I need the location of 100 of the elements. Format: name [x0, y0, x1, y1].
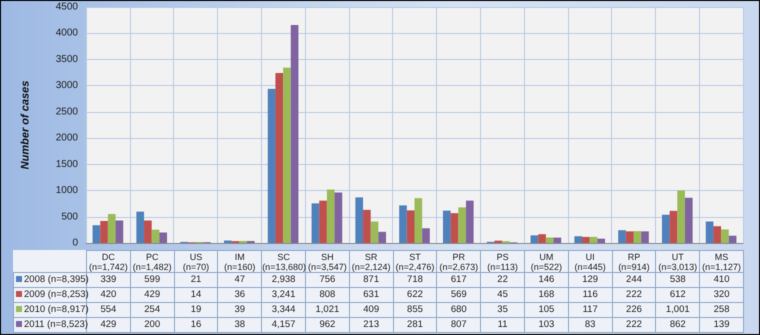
data-label: 410 — [700, 272, 744, 288]
data-label: 409 — [349, 302, 394, 318]
data-label: 1,001 — [656, 302, 700, 318]
bar — [334, 192, 342, 243]
y-axis-title: Number of cases — [20, 80, 32, 170]
bar — [554, 238, 562, 243]
legend-label: 2010 (n=8,917) — [14, 302, 89, 318]
bar — [136, 212, 144, 243]
data-label: 2,938 — [262, 272, 306, 288]
data-label: 254 — [130, 302, 174, 318]
data-label: 3,344 — [262, 302, 306, 318]
data-label: 622 — [393, 288, 437, 302]
data-label: 103 — [524, 318, 568, 332]
bar — [378, 232, 386, 243]
x-tick-label: PS (n=113) — [480, 250, 524, 272]
y-tick-label: 1000 — [56, 185, 78, 196]
legend-label: 2009 (n=8,253) — [14, 288, 89, 302]
data-label: 226 — [612, 302, 656, 318]
data-label: 871 — [349, 272, 394, 288]
data-label: 139 — [700, 318, 744, 332]
x-tick-label: SH (n=3,547) — [305, 250, 350, 272]
data-label: 117 — [568, 302, 612, 318]
bar — [728, 236, 736, 243]
bar — [597, 238, 606, 243]
bar — [684, 198, 693, 243]
data-label: 36 — [218, 288, 262, 302]
bar — [574, 236, 582, 243]
legend-label: 2008 (n=8,395) — [14, 272, 89, 288]
bar — [370, 222, 378, 243]
bar — [319, 200, 327, 243]
data-label: 16 — [174, 318, 218, 332]
data-label: 599 — [130, 272, 174, 288]
bar — [706, 222, 714, 243]
y-tick-label: 4000 — [56, 28, 78, 39]
data-label: 222 — [612, 288, 656, 302]
x-tick-label: IM (n=160) — [218, 250, 262, 272]
data-label: 429 — [86, 318, 130, 332]
data-label: 617 — [436, 272, 481, 288]
x-tick-label: UI (n=445) — [568, 250, 612, 272]
data-label: 47 — [218, 272, 262, 288]
data-label: 429 — [130, 288, 174, 302]
bar — [92, 225, 100, 243]
data-label: 320 — [700, 288, 744, 302]
x-tick-label: PC (n=1,482) — [130, 250, 174, 272]
bar — [422, 228, 430, 243]
data-label: 1,021 — [305, 302, 350, 318]
data-label: 129 — [568, 272, 612, 288]
data-label: 45 — [480, 288, 524, 302]
bar — [721, 229, 729, 243]
data-label: 200 — [130, 318, 174, 332]
y-tick-label: 4500 — [56, 2, 78, 12]
bar — [108, 214, 116, 243]
data-label: 612 — [656, 288, 700, 302]
data-label: 339 — [100, 274, 116, 285]
y-tick-label: 3000 — [56, 80, 78, 92]
data-label: 554 — [100, 304, 116, 315]
x-tick-label: PR (n=2,673) — [436, 250, 481, 272]
y-tick-label: 2500 — [56, 106, 78, 118]
bar — [152, 230, 160, 243]
data-label: 756 — [305, 272, 350, 288]
data-label: 146 — [524, 272, 568, 288]
x-tick-label: US (n=70) — [174, 250, 218, 272]
bar — [634, 231, 642, 243]
data-label: 962 — [305, 318, 350, 332]
data-label: 855 — [393, 302, 437, 318]
y-tick-label: 3500 — [56, 54, 78, 65]
bar — [312, 203, 320, 243]
data-label: 222 — [612, 318, 656, 332]
x-tick-label: UM (n=522) — [524, 250, 568, 272]
data-label: 39 — [218, 302, 262, 318]
data-label: 807 — [436, 318, 481, 332]
x-tick-label: UT (n=3,013) — [656, 250, 700, 272]
bar — [626, 231, 634, 243]
data-label: 808 — [305, 288, 350, 302]
data-label: 213 — [349, 318, 394, 332]
bar — [268, 88, 276, 243]
bar — [582, 236, 590, 243]
data-label: 38 — [218, 318, 262, 332]
bar — [100, 220, 108, 243]
data-label: 105 — [524, 302, 568, 318]
bar — [326, 189, 335, 243]
bar — [670, 210, 678, 243]
data-label: 83 — [568, 318, 612, 332]
bar — [458, 207, 466, 243]
data-label: 631 — [349, 288, 394, 302]
bar — [283, 68, 291, 243]
data-label: 862 — [656, 318, 700, 332]
bar — [590, 236, 598, 243]
bar — [442, 210, 451, 243]
bar — [355, 197, 364, 243]
y-tick-label: 2000 — [56, 132, 78, 144]
bar — [399, 205, 407, 243]
data-label: 168 — [524, 288, 568, 302]
data-label: 11 — [480, 318, 524, 332]
data-label: 569 — [436, 288, 481, 302]
data-label: 19 — [174, 302, 218, 318]
data-label: 680 — [436, 302, 481, 318]
bar — [530, 235, 538, 243]
bar — [414, 198, 422, 243]
bar — [677, 190, 685, 243]
